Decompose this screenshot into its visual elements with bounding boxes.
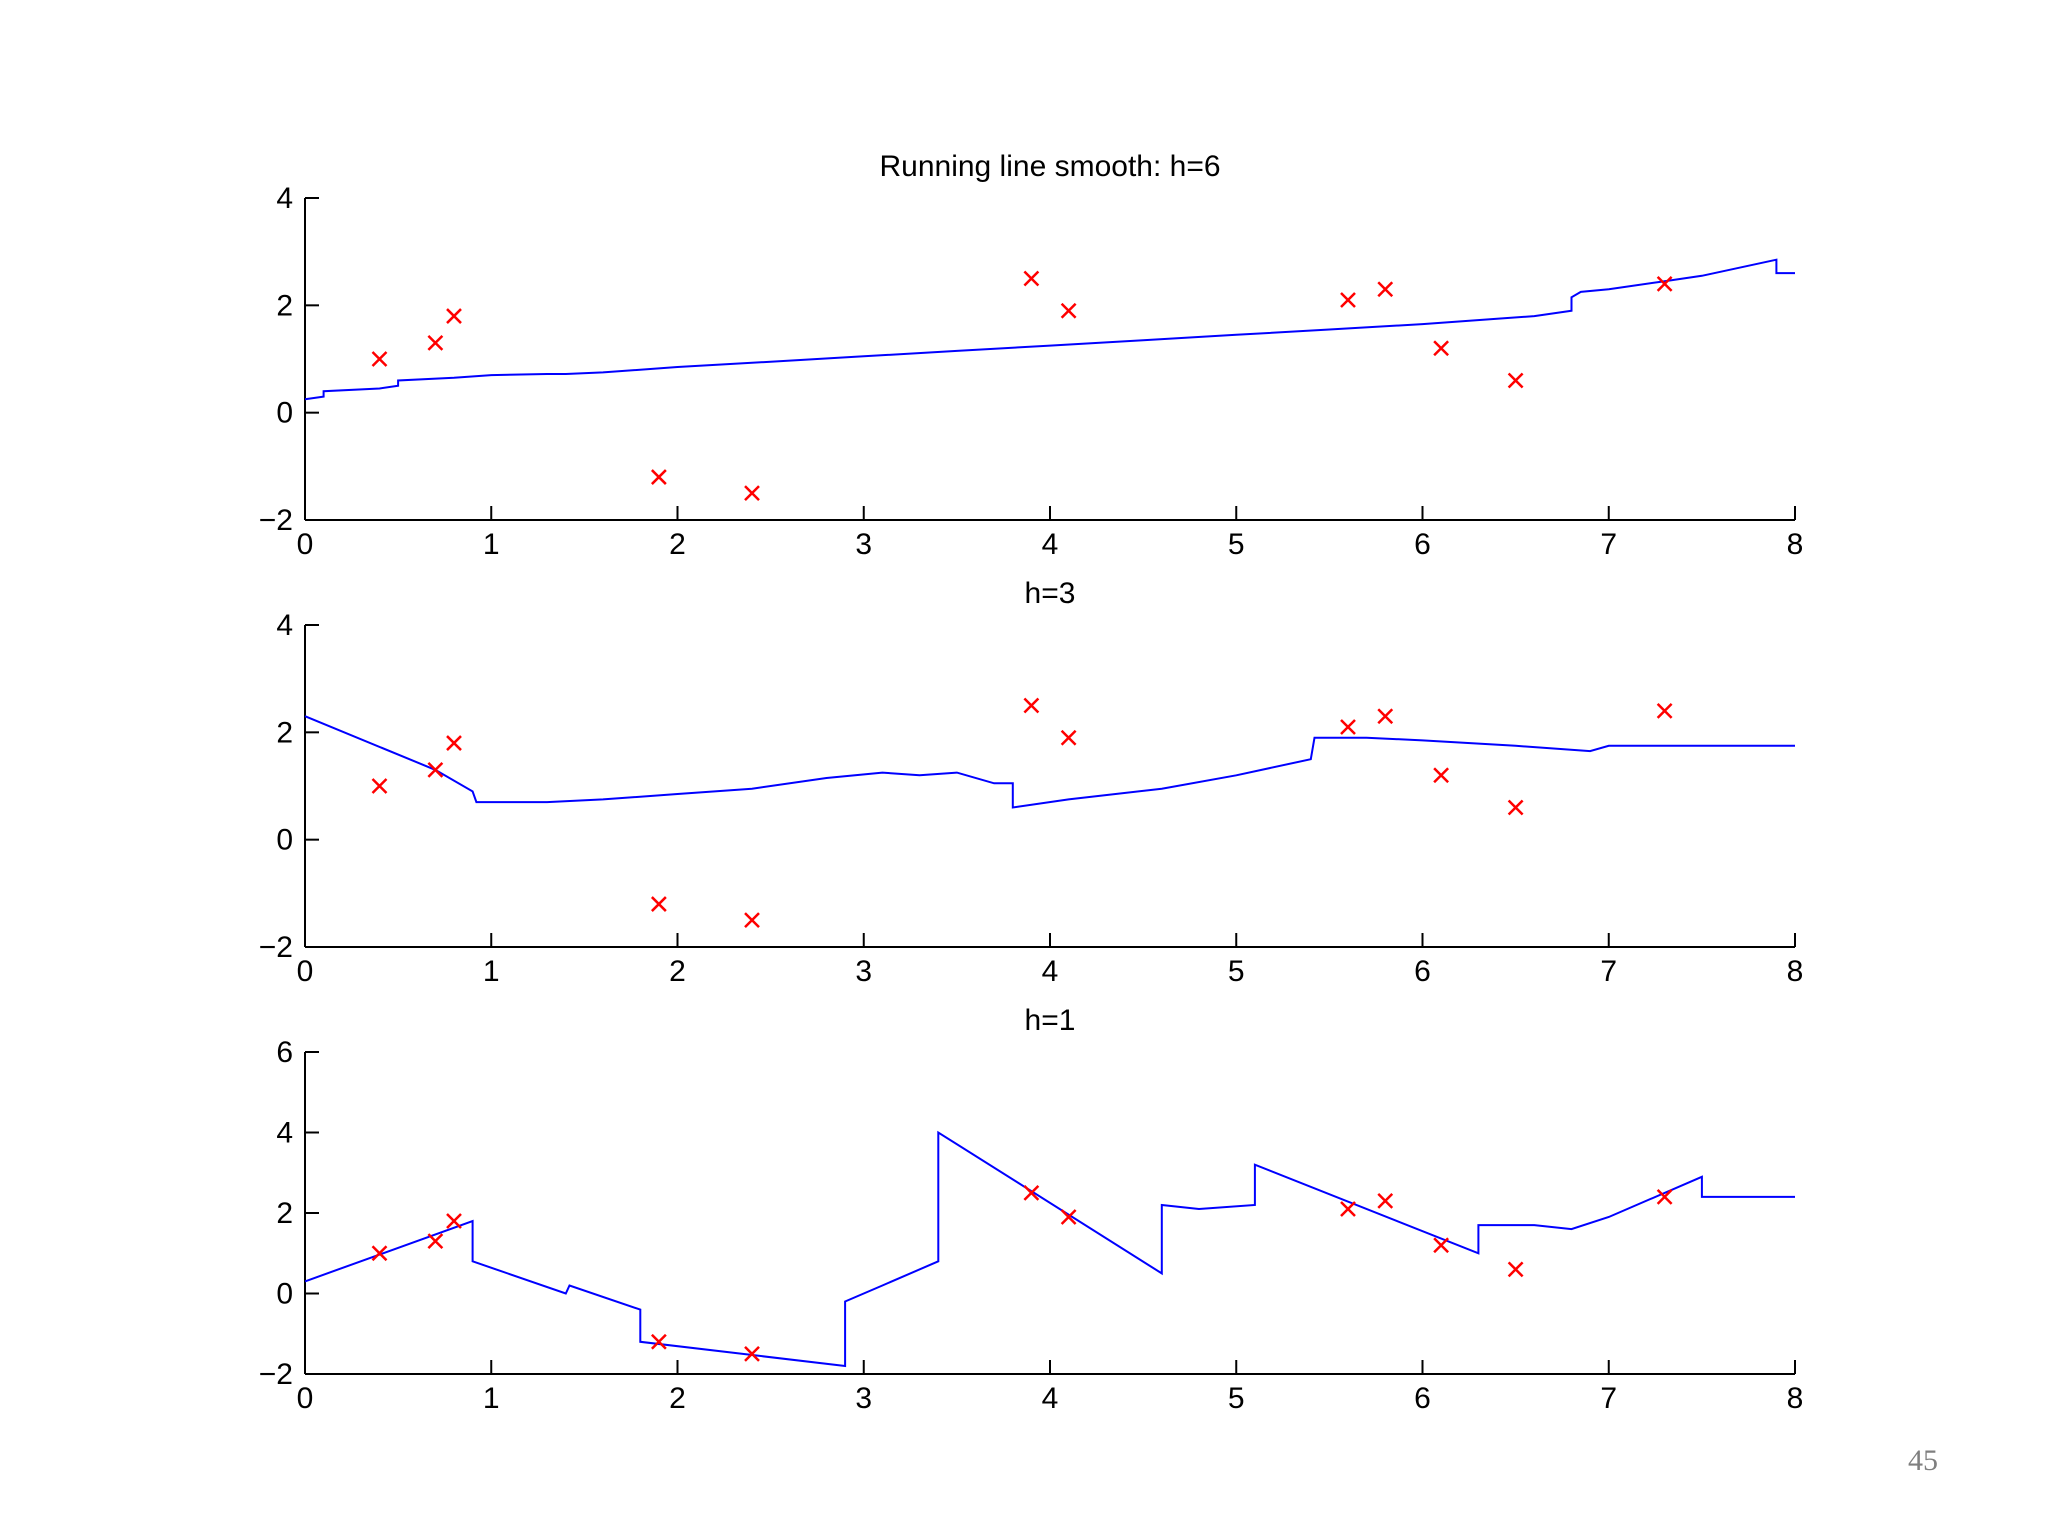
- data-point-marker: [1656, 275, 1673, 292]
- data-point-marker: [371, 1245, 388, 1262]
- y-tick-label: 2: [276, 716, 293, 749]
- page-number: 45: [1908, 1444, 1938, 1477]
- data-point-marker: [1377, 1193, 1394, 1209]
- smooth-line: [304, 715, 1795, 809]
- y-tick-label: 4: [276, 182, 293, 215]
- x-tick-label: 4: [1042, 955, 1059, 988]
- data-point-marker: [1377, 281, 1394, 298]
- data-point-marker: [1656, 702, 1673, 719]
- data-point-marker: [744, 912, 760, 929]
- x-tick-label: 6: [1414, 1382, 1431, 1415]
- data-point-marker: [650, 896, 667, 912]
- x-tick-label: 1: [483, 955, 500, 988]
- x-tick-label: 0: [297, 528, 314, 561]
- data-point-marker: [446, 308, 462, 324]
- data-point-marker: [371, 351, 388, 367]
- data-point-marker: [1060, 1209, 1077, 1225]
- data-point-marker: [1340, 292, 1356, 308]
- data-point-marker: [1433, 1237, 1450, 1254]
- smooth-line: [304, 1130, 1795, 1368]
- x-tick-label: 3: [855, 1382, 872, 1415]
- x-tick-label: 5: [1228, 1382, 1245, 1415]
- data-point-marker: [446, 1213, 462, 1229]
- x-tick-label: 2: [669, 955, 686, 988]
- data-point-marker: [427, 335, 444, 351]
- y-tick-label: −2: [259, 931, 293, 964]
- y-tick-label: −2: [259, 504, 293, 537]
- x-tick-label: 0: [297, 955, 314, 988]
- data-point-marker: [1377, 708, 1394, 725]
- x-tick-label: 6: [1414, 955, 1431, 988]
- x-tick-label: 2: [669, 528, 686, 561]
- x-tick-label: 4: [1042, 528, 1059, 561]
- data-point-marker: [1433, 767, 1450, 784]
- data-point-marker: [1340, 1201, 1356, 1217]
- y-tick-label: 0: [276, 397, 293, 430]
- y-tick-label: 4: [276, 1117, 293, 1150]
- y-tick-label: 6: [276, 1036, 293, 1069]
- x-tick-label: 8: [1787, 955, 1804, 988]
- data-point-marker: [1433, 340, 1450, 357]
- data-point-marker: [744, 485, 760, 502]
- data-point-marker: [1340, 719, 1356, 735]
- y-tick-label: 2: [276, 289, 293, 322]
- x-tick-label: 7: [1600, 955, 1617, 988]
- y-tick-label: 2: [276, 1197, 293, 1230]
- x-tick-label: 8: [1787, 1382, 1804, 1415]
- x-tick-label: 3: [855, 955, 872, 988]
- x-tick-label: 2: [669, 1382, 686, 1415]
- data-point-marker: [650, 1333, 667, 1350]
- data-point-marker: [427, 762, 444, 778]
- data-point-marker: [1060, 729, 1077, 746]
- data-point-marker: [427, 1233, 444, 1250]
- subplot-title: h=3: [1025, 577, 1076, 610]
- data-point-marker: [1060, 302, 1077, 319]
- subplot-title: h=1: [1025, 1004, 1076, 1037]
- data-point-marker: [1023, 270, 1040, 287]
- x-tick-label: 7: [1600, 528, 1617, 561]
- data-point-marker: [744, 1345, 760, 1362]
- x-tick-label: 8: [1787, 528, 1804, 561]
- y-tick-label: 0: [276, 824, 293, 857]
- data-point-marker: [1023, 697, 1040, 714]
- x-tick-label: 1: [483, 528, 500, 561]
- data-point-marker: [1507, 372, 1524, 389]
- x-tick-label: 1: [483, 1382, 500, 1415]
- x-tick-label: 0: [297, 1382, 314, 1415]
- x-tick-label: 5: [1228, 528, 1245, 561]
- smooth-line: [304, 258, 1795, 401]
- data-point-marker: [1507, 799, 1524, 816]
- y-tick-label: −2: [259, 1358, 293, 1391]
- data-point-marker: [371, 778, 388, 794]
- data-point-marker: [650, 469, 667, 485]
- subplot-title: Running line smooth: h=6: [879, 150, 1220, 183]
- x-tick-label: 5: [1228, 955, 1245, 988]
- y-tick-label: 0: [276, 1278, 293, 1311]
- x-tick-label: 3: [855, 528, 872, 561]
- y-tick-label: 4: [276, 609, 293, 642]
- data-point-marker: [1023, 1184, 1040, 1201]
- data-point-marker: [1656, 1189, 1673, 1205]
- data-point-marker: [1507, 1261, 1524, 1278]
- data-point-marker: [446, 735, 462, 751]
- x-tick-label: 6: [1414, 528, 1431, 561]
- x-tick-label: 4: [1042, 1382, 1059, 1415]
- x-tick-label: 7: [1600, 1382, 1617, 1415]
